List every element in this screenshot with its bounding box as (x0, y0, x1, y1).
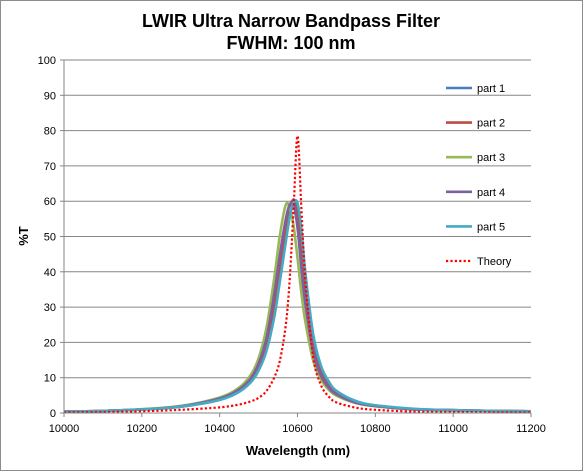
y-tick-label: 50 (44, 232, 56, 244)
legend: part 1 part 2 part 3 part 4 part 5 Theory (446, 83, 512, 268)
y-tick-label: 30 (44, 302, 56, 314)
x-tick-label: 11000 (438, 423, 468, 435)
x-tick-label: 10000 (49, 423, 80, 435)
y-tick-label: 80 (44, 126, 56, 138)
x-tick-label: 10600 (282, 423, 313, 435)
y-tick-label: 0 (50, 408, 56, 420)
series-line-part-5 (63, 199, 532, 413)
legend-label: part 3 (477, 152, 505, 164)
legend-label: part 5 (477, 221, 505, 233)
y-tick-label: 60 (44, 196, 56, 208)
axes (60, 59, 532, 417)
y-axis-title: %T (16, 226, 31, 246)
x-axis-title: Wavelength (nm) (246, 443, 350, 458)
chart-title: LWIR Ultra Narrow Bandpass Filter (142, 11, 440, 31)
x-tick-label: 10800 (360, 423, 391, 435)
legend-label: Theory (477, 256, 512, 268)
legend-label: part 2 (477, 118, 505, 130)
y-tick-label: 100 (38, 55, 56, 67)
legend-label: part 4 (477, 187, 505, 199)
x-tick-label: 10200 (127, 423, 158, 435)
series-line-theory (63, 134, 532, 414)
y-tick-label: 20 (44, 337, 56, 349)
gridlines (64, 59, 531, 379)
series-layer (63, 134, 532, 414)
x-tick-label: 11200 (516, 423, 546, 435)
y-tick-label: 40 (44, 267, 56, 279)
x-tick-label: 10400 (204, 423, 235, 435)
y-tick-label: 10 (44, 373, 56, 385)
y-tick-label: 90 (44, 90, 56, 102)
y-tick-label: 70 (44, 161, 56, 173)
legend-label: part 1 (477, 83, 505, 95)
chart-subtitle: FWHM: 100 nm (226, 33, 355, 53)
tick-labels: 0 10 20 30 40 50 60 70 80 90 100 10000 10200 10400 106… (38, 55, 546, 435)
